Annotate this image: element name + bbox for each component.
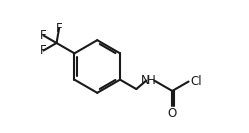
Text: H: H bbox=[147, 74, 155, 87]
Text: Cl: Cl bbox=[191, 75, 202, 88]
Text: F: F bbox=[40, 44, 47, 57]
Text: F: F bbox=[40, 29, 47, 42]
Text: N: N bbox=[141, 74, 150, 87]
Text: O: O bbox=[168, 107, 177, 120]
Text: F: F bbox=[56, 22, 62, 35]
